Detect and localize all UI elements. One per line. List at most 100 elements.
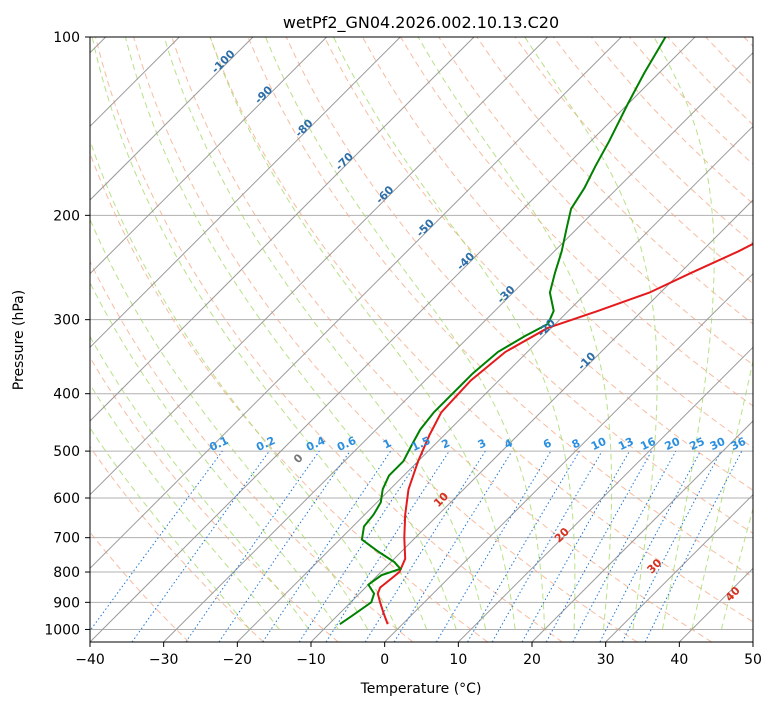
x-tick-label: 30 [597, 652, 615, 668]
dry-adiabat-line [90, 356, 339, 642]
moist-adiabat-label: 0 [291, 451, 306, 466]
x-tick-label: 20 [523, 652, 541, 668]
dry-adiabat-line [743, 37, 753, 47]
moist-adiabat-line [90, 335, 310, 630]
isotherm-line [90, 37, 696, 642]
isotherm-line [90, 37, 401, 349]
dry-adiabat-line [476, 37, 753, 325]
mixing-ratio-line [325, 450, 450, 642]
mixing-ratio-label: 2 [440, 436, 452, 451]
dry-adiabat-line [247, 37, 753, 578]
mixing-ratio-label: 6 [541, 436, 554, 451]
dry-adiabat-line [95, 37, 563, 642]
isotherm-line [90, 37, 254, 201]
dry-adiabat-line [590, 37, 753, 205]
mixing-ratio-label: 13 [616, 435, 635, 453]
temperature-profile-line [376, 242, 753, 625]
y-tick-label: 200 [53, 208, 80, 224]
isotherm-label: -70 [333, 150, 356, 173]
moist-adiabat-line [90, 218, 369, 630]
moist-adiabat-line [524, 37, 658, 630]
mixing-ratio-line [435, 450, 552, 642]
moist-adiabat-line [124, 37, 457, 630]
isotherm-line [678, 567, 753, 642]
mixing-ratio-label: 30 [708, 435, 728, 453]
dry-adiabat-line [90, 445, 264, 642]
mixing-ratio-line [644, 450, 743, 642]
mixing-ratio-label: 16 [638, 435, 658, 453]
x-tick-label: −10 [296, 652, 326, 668]
y-tick-label: 400 [53, 387, 80, 403]
y-tick-label: 500 [53, 444, 80, 460]
isotherm-line [163, 51, 753, 642]
isotherm-label: -30 [494, 283, 517, 306]
dry-adiabat-line [90, 151, 488, 642]
isotherm-line [605, 493, 753, 642]
isotherm-line [384, 272, 753, 642]
mixing-ratio-line [262, 450, 392, 642]
mixing-ratio-label: 36 [729, 435, 749, 453]
isotherm-line [531, 420, 753, 642]
y-tick-label: 900 [53, 595, 80, 611]
y-tick-label: 600 [53, 491, 80, 507]
mixing-ratio-line [599, 450, 701, 642]
mixing-ratio-line [393, 450, 513, 642]
moist-adiabat-line [90, 427, 251, 630]
y-tick-label: 1000 [44, 622, 80, 638]
mixing-ratio-line [521, 450, 630, 642]
x-tick-label: 10 [449, 652, 467, 668]
moist-adiabat-label: 40 [723, 584, 743, 604]
isotherm-line [752, 641, 753, 642]
x-tick-label: −30 [149, 652, 179, 668]
y-tick-label: 100 [53, 30, 80, 46]
x-tick-label: 50 [744, 652, 762, 668]
isotherm-label: -60 [373, 183, 396, 206]
moist-adiabat-line [333, 37, 576, 630]
dry-adiabat-line [514, 37, 753, 285]
axes: −40 −30 −20 −10 0 10 20 30 40 50 100 200 300 400 500 60… [44, 30, 762, 668]
y-axis-label: Pressure (hPa) [11, 290, 27, 390]
mixing-ratio-line [218, 450, 351, 642]
x-tick-label: 40 [670, 652, 688, 668]
mixing-ratio-line [298, 450, 425, 642]
dry-adiabat-line [90, 531, 190, 642]
mixing-ratio-label: 10 [589, 435, 609, 453]
x-tick-label: −40 [75, 652, 105, 668]
moist-adiabat-line [720, 506, 753, 630]
isotherm-line [457, 346, 753, 642]
y-tick-label: 300 [53, 313, 80, 329]
isotherm-line [90, 37, 475, 422]
moist-adiabat-line [653, 37, 715, 630]
isotherm-label: -40 [454, 250, 477, 273]
mixing-ratio-label: 1 [381, 436, 393, 451]
dry-adiabat-line [90, 260, 414, 642]
isotherm-line [90, 37, 328, 275]
dry-adiabat-line [133, 37, 638, 642]
chart-title: wetPf2_GN04.2026.002.10.13.C20 [283, 13, 559, 33]
y-tick-label: 800 [53, 565, 80, 581]
background-lines [90, 37, 753, 642]
isotherm-line [90, 37, 622, 570]
mixing-ratio-line [131, 450, 270, 642]
isotherm-label: -10 [575, 349, 598, 372]
moist-adiabat-line [209, 37, 516, 630]
moist-adiabat-label: 20 [552, 525, 572, 545]
moist-adiabat-line [90, 281, 339, 630]
isotherm-line [310, 199, 753, 642]
mixing-ratio-label: 20 [663, 435, 683, 453]
dry-adiabat-line [438, 37, 753, 366]
plot-frame [89, 36, 754, 643]
moist-adiabat-line [91, 37, 428, 630]
dry-adiabat-line [209, 37, 753, 623]
isotherm-label: -80 [292, 116, 315, 139]
x-tick-label: −20 [223, 652, 253, 668]
isotherm-line [236, 125, 753, 642]
moist-adiabat-line [265, 37, 546, 630]
moist-adiabat-line [90, 138, 398, 630]
mixing-ratio-label: 3 [476, 436, 488, 451]
isotherm-line [90, 37, 549, 496]
moist-adiabat-label: 30 [645, 556, 665, 576]
dry-adiabat-line [705, 37, 753, 87]
mixing-ratio-line [545, 450, 653, 642]
